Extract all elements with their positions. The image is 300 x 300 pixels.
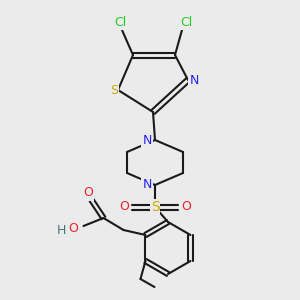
Text: Cl: Cl: [114, 16, 126, 28]
Text: S: S: [151, 200, 159, 214]
Text: Cl: Cl: [180, 16, 192, 28]
Text: O: O: [68, 221, 78, 235]
Text: N: N: [142, 178, 152, 191]
Text: O: O: [119, 200, 129, 214]
Text: N: N: [142, 134, 152, 146]
Text: H: H: [57, 224, 66, 236]
Text: N: N: [189, 74, 199, 86]
Text: O: O: [83, 187, 93, 200]
Text: O: O: [181, 200, 191, 214]
Text: S: S: [110, 83, 118, 97]
